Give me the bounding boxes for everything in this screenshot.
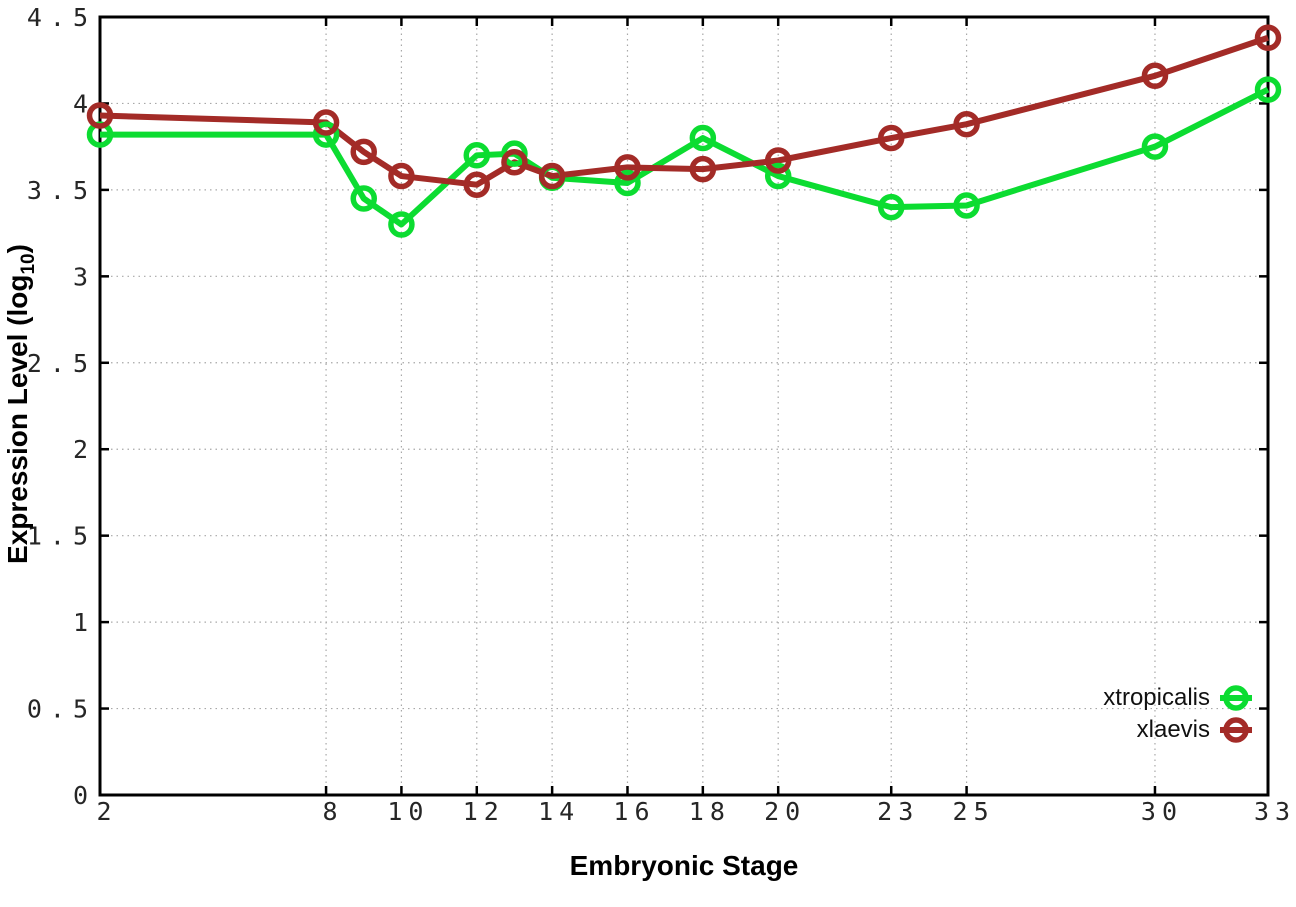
legend-marker-xtropicalis xyxy=(1220,685,1252,711)
y-tick-label-2.5: 2.5 xyxy=(27,349,96,378)
marker-xtropicalis-stage-8 xyxy=(312,121,340,148)
series-line-xtropicalis xyxy=(100,86,1270,228)
legend-item-xtropicalis: xtropicalis xyxy=(1103,682,1253,714)
x-axis-title: Embryonic Stage xyxy=(569,850,799,881)
marker-xtropicalis-stage-12 xyxy=(463,142,491,169)
x-tick-label-18: 18 xyxy=(689,797,731,826)
x-tick-label-23: 23 xyxy=(877,797,919,826)
x-tick-label-8: 8 xyxy=(323,797,344,826)
marker-xlaevis-stage-10 xyxy=(388,162,415,190)
marker-xlaevis-stage-30 xyxy=(1141,62,1169,90)
marker-xlaevis-stage-13 xyxy=(501,148,528,176)
x-tick-label-14: 14 xyxy=(538,797,580,826)
marker-xtropicalis-stage-16 xyxy=(614,169,641,197)
x-tick-label-16: 16 xyxy=(613,797,655,826)
y-axis-title-subscript: 10 xyxy=(17,253,39,275)
y-tick-label-4: 4 xyxy=(73,89,96,118)
legend-point-sample xyxy=(1223,717,1249,743)
legend-item-xlaevis: xlaevis xyxy=(1137,714,1253,746)
y-tick-label-1.5: 1.5 xyxy=(27,522,96,551)
y-tick-label-3.5: 3.5 xyxy=(27,176,96,205)
x-tick-label-12: 12 xyxy=(463,797,505,826)
x-tick-label-10: 10 xyxy=(387,797,429,826)
marker-xtropicalis-stage-18 xyxy=(689,124,717,152)
marker-xlaevis-stage-9 xyxy=(350,138,377,166)
y-tick-label-4.5: 4.5 xyxy=(27,3,96,32)
marker-xtropicalis-stage-33 xyxy=(1254,76,1282,103)
marker-xtropicalis-stage-9 xyxy=(350,185,377,212)
legend: xtropicalis xlaevis xyxy=(1103,682,1253,746)
legend-label-xlaevis: xlaevis xyxy=(1136,716,1210,743)
y-axis-title-main: Expression Level (log xyxy=(2,274,34,564)
marker-xtropicalis-stage-20 xyxy=(764,162,792,190)
x-tick-label-20: 20 xyxy=(764,797,806,826)
y-tick-label-1: 1 xyxy=(73,608,96,637)
marker-xlaevis-stage-8 xyxy=(312,109,340,136)
y-tick-label-0.5: 0.5 xyxy=(27,695,96,724)
legend-label-xtropicalis: xtropicalis xyxy=(1103,684,1210,711)
y-tick-label-3: 3 xyxy=(73,262,96,291)
marker-xlaevis-stage-25 xyxy=(953,110,980,138)
marker-xlaevis-stage-20 xyxy=(764,147,792,174)
x-tick-label-33: 33 xyxy=(1254,797,1296,826)
x-tick-label-30: 30 xyxy=(1141,797,1183,826)
marker-xlaevis-stage-33 xyxy=(1254,24,1282,51)
marker-xtropicalis-stage-10 xyxy=(388,211,415,238)
y-axis-title-suffix: ) xyxy=(2,244,34,254)
legend-marker-xlaevis xyxy=(1220,717,1252,743)
marker-xlaevis-stage-12 xyxy=(463,171,491,198)
marker-xtropicalis-stage-23 xyxy=(877,193,905,221)
plot-border xyxy=(98,15,1270,797)
x-tick-label-2: 2 xyxy=(96,797,117,826)
y-axis-title: Expression Level (log10) xyxy=(2,244,40,564)
marker-xlaevis-stage-14 xyxy=(538,162,566,190)
marker-xtropicalis-stage-30 xyxy=(1141,133,1169,160)
x-tick-label-25: 25 xyxy=(953,797,995,826)
marker-xlaevis-stage-16 xyxy=(614,154,641,181)
marker-xlaevis-stage-2 xyxy=(86,102,114,129)
marker-xtropicalis-stage-25 xyxy=(953,192,980,219)
series-line-xlaevis xyxy=(99,34,1269,188)
y-tick-label-0: 0 xyxy=(73,781,96,810)
marker-xtropicalis-stage-13 xyxy=(501,140,528,167)
y-tick-label-2: 2 xyxy=(73,435,96,464)
marker-xlaevis-stage-18 xyxy=(689,155,717,183)
marker-xlaevis-stage-23 xyxy=(877,124,905,152)
legend-point-sample xyxy=(1223,685,1249,711)
